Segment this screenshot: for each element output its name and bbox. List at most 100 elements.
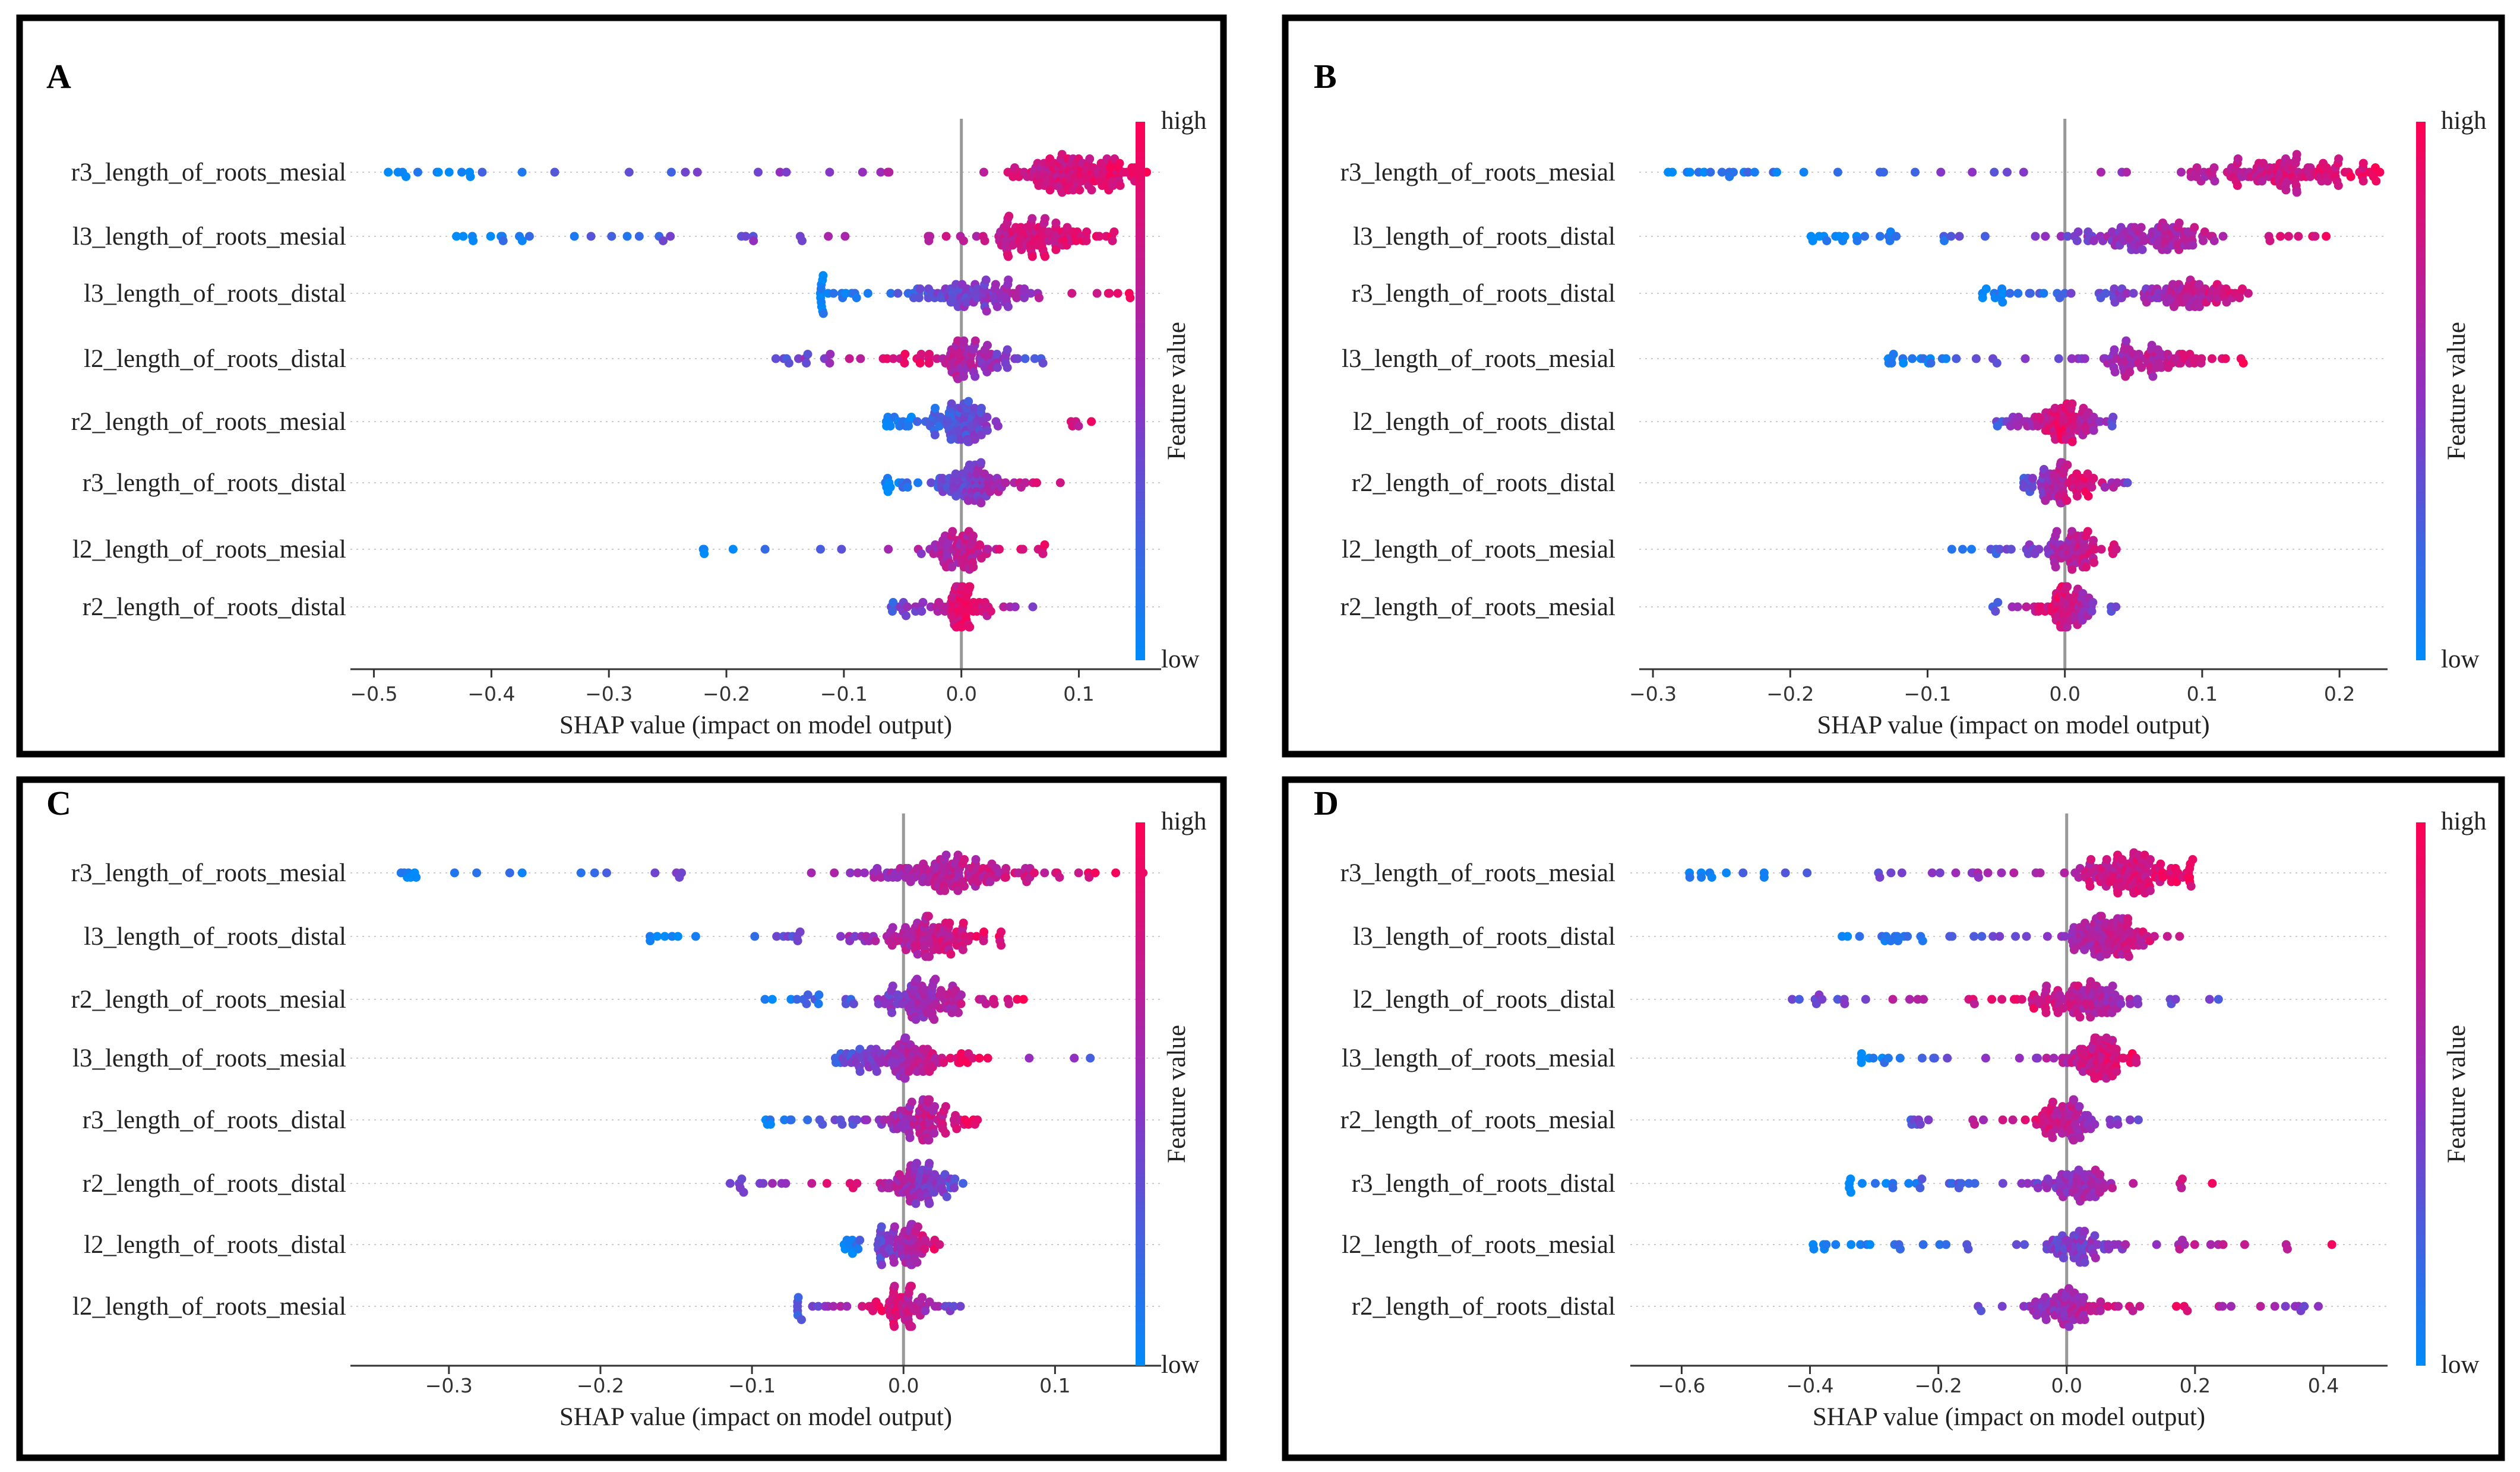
shap-point [975, 540, 985, 549]
shap-point [2108, 982, 2117, 990]
shap-point [976, 458, 986, 467]
shap-point [2243, 289, 2253, 298]
shap-point [1809, 1245, 1819, 1253]
shap-point [1895, 1053, 1905, 1063]
shap-point [1029, 868, 1039, 878]
shap-point [959, 919, 968, 927]
shap-point [2310, 232, 2320, 241]
shap-point [916, 350, 926, 359]
shap-point [876, 873, 886, 882]
shap-point [925, 1199, 934, 1208]
shap-point [2281, 1302, 2290, 1311]
shap-point [517, 236, 527, 245]
shap-point [2026, 289, 2035, 298]
shap-point [1750, 167, 1759, 177]
shap-point [570, 232, 579, 241]
shap-point [794, 354, 803, 363]
shap-point [2145, 886, 2155, 895]
shap-point [2006, 545, 2016, 554]
shap-point [807, 1179, 817, 1188]
shap-point [1109, 227, 1119, 236]
shap-point [646, 936, 655, 945]
shap-point [912, 417, 922, 426]
shap-point [2080, 1315, 2089, 1324]
shap-point [1086, 1053, 1095, 1063]
shap-point [1759, 873, 1769, 882]
shap-point [2021, 354, 2030, 363]
shap-point [1860, 232, 1869, 241]
shap-point [1952, 354, 1961, 363]
shap-point [739, 1188, 748, 1197]
shap-point [887, 1008, 897, 1017]
shap-point [2259, 159, 2268, 168]
shap-point [1876, 232, 1885, 241]
panel-c: Cr3_length_of_roots_mesial l3_length_of_r… [16, 776, 1227, 1461]
shap-point [1038, 549, 1048, 558]
shap-point [1918, 1240, 1928, 1249]
shap-point [2111, 602, 2121, 612]
shap-point [1831, 1240, 1841, 1249]
shap-point [1940, 236, 1949, 245]
shap-point [1947, 545, 1956, 554]
x-tick-label: −0.1 [820, 682, 868, 705]
shap-point [1942, 1240, 1951, 1249]
shap-point [1947, 932, 1957, 941]
shap-point [2188, 240, 2198, 250]
shap-point [947, 399, 956, 409]
shap-point [930, 430, 940, 439]
shap-point [981, 999, 991, 1008]
shap-point [2129, 289, 2138, 298]
shap-point [1887, 359, 1896, 368]
shap-point [2218, 232, 2228, 241]
shap-point [872, 1067, 881, 1076]
shap-point [2177, 1183, 2186, 1192]
shap-point [1843, 932, 1852, 941]
shap-point [969, 531, 978, 540]
shap-point [852, 1115, 862, 1125]
shap-point [1004, 999, 1014, 1008]
shap-point [914, 293, 924, 302]
shap-point [1082, 236, 1091, 245]
shap-point [517, 868, 527, 878]
shap-point [942, 1192, 951, 1201]
shap-point [862, 1115, 871, 1125]
shap-point [822, 1179, 831, 1188]
shap-point [2080, 1227, 2089, 1236]
feature-label: l2_length_of_roots_distal [1353, 408, 1615, 436]
shap-point [450, 868, 459, 878]
shap-point [1883, 1053, 1893, 1063]
shap-point [2294, 232, 2303, 241]
colorbar-title: Feature value [1163, 322, 1191, 460]
panel-frame [1282, 14, 2505, 758]
shap-point [2008, 1115, 2018, 1125]
shap-point [2210, 176, 2219, 186]
x-tick-label: −0.3 [585, 682, 633, 705]
shap-point [2041, 232, 2050, 241]
shap-point [2062, 622, 2072, 632]
shap-point [2033, 1053, 2042, 1063]
shap-point [1998, 297, 2007, 307]
shap-point [2195, 302, 2204, 311]
shap-point [1001, 873, 1010, 882]
shap-point [1026, 289, 1035, 298]
shap-point [2089, 426, 2098, 435]
shap-point [959, 372, 969, 381]
shap-point [2079, 1293, 2088, 1302]
shap-point [856, 354, 865, 363]
shap-point [982, 426, 992, 435]
feature-label: r2_length_of_roots_distal [1352, 1293, 1615, 1321]
shap-point [948, 527, 957, 536]
shap-point [842, 1302, 852, 1311]
shap-point [650, 868, 660, 878]
shap-point [2214, 995, 2223, 1004]
shap-point [2114, 1302, 2123, 1311]
colorbar-low-label: low [1161, 645, 1200, 673]
colorbar [2416, 122, 2426, 660]
shap-point [924, 359, 934, 368]
shap-point [2148, 372, 2158, 381]
shap-point [2097, 167, 2105, 177]
shap-point [459, 232, 468, 241]
shap-point [947, 562, 957, 572]
shap-point [1963, 1245, 1973, 1253]
